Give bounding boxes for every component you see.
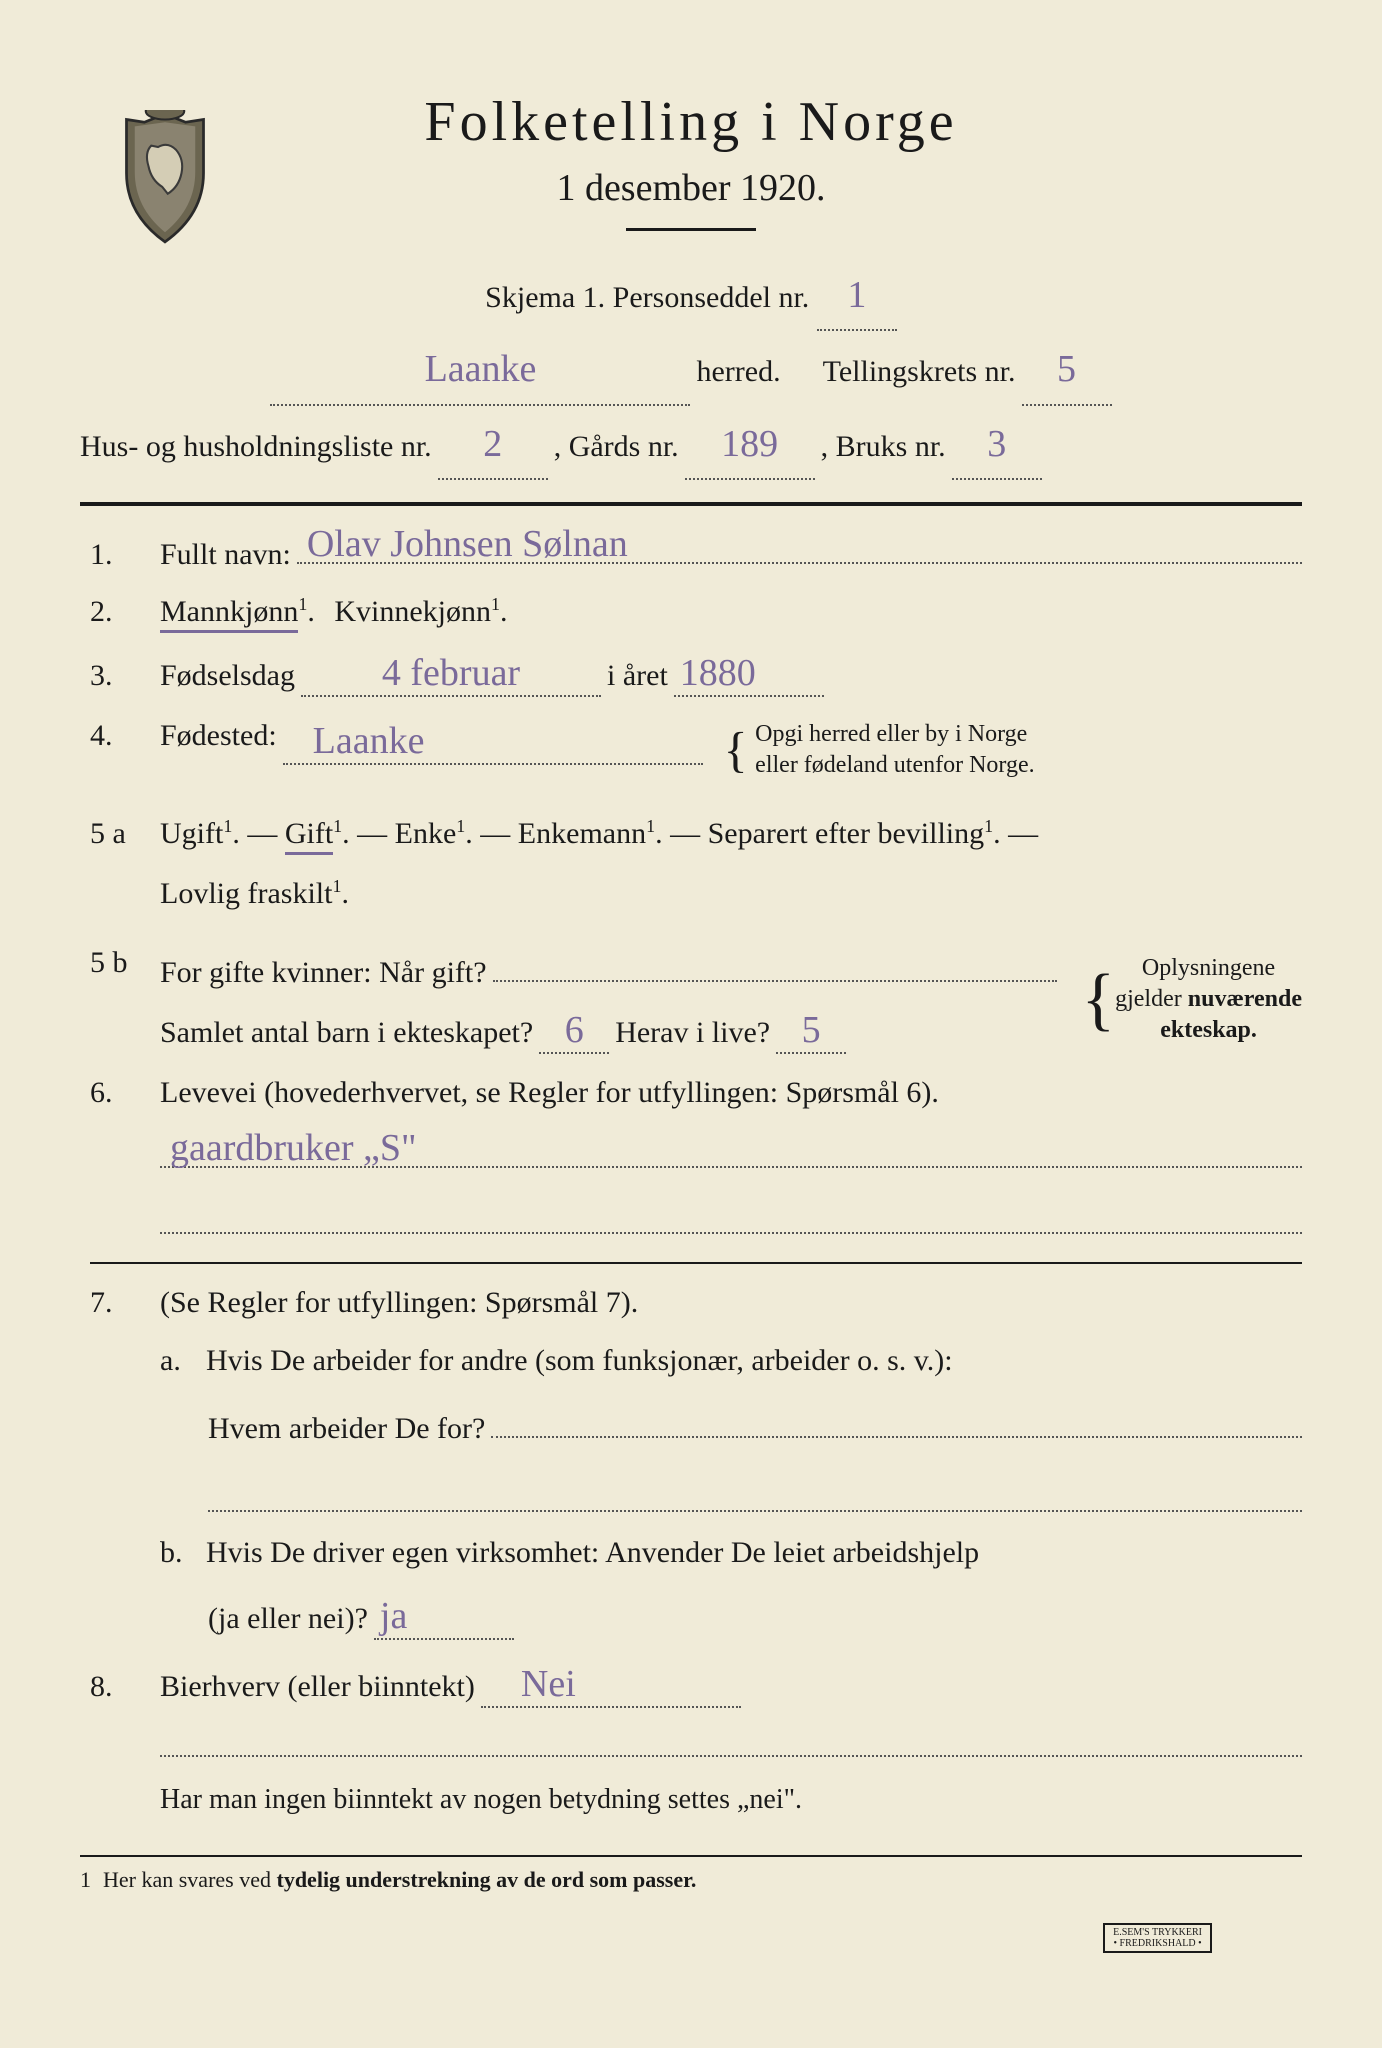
q3: 3. Fødselsdag 4 februar i året 1880 [90, 651, 1302, 697]
q7b-l2: (ja eller nei)? [208, 1602, 368, 1636]
q5b-live: 5 [802, 1009, 821, 1051]
q3-day: 4 februar [382, 652, 520, 694]
husliste-label: Hus- og husholdningsliste nr. [80, 420, 432, 474]
footnote-rule [80, 1855, 1302, 1857]
census-form-page: Folketelling i Norge 1 desember 1920. Sk… [80, 90, 1302, 2018]
herred-value: Laanke [425, 348, 537, 390]
questions: 1. Fullt navn: Olav Johnsen Sølnan 2. Ma… [80, 528, 1302, 1825]
q5a-enkemann: Enkemann [518, 817, 646, 850]
page-title: Folketelling i Norge [80, 90, 1302, 154]
q7-num: 7. [90, 1286, 142, 1320]
q1: 1. Fullt navn: Olav Johnsen Sølnan [90, 528, 1302, 572]
q7b-num: b. [160, 1536, 200, 1570]
q3-year: 1880 [680, 652, 756, 694]
q8-label: Bierhverv (eller biinntekt) [160, 1670, 475, 1704]
printer-l1: E.SEM'S TRYKKERI [1113, 1927, 1202, 1938]
q8-num: 8. [90, 1670, 142, 1704]
q5a-separert: Separert efter bevilling [708, 817, 985, 850]
q4-label: Fødested: [160, 719, 277, 753]
q6-value: gaardbruker „S" [170, 1126, 417, 1170]
divider [90, 1262, 1302, 1264]
q8-value: Nei [521, 1663, 576, 1705]
skjema-label: Skjema 1. Personseddel nr. [485, 281, 809, 314]
q5a-ugift: Ugift [160, 817, 223, 850]
bruks-nr: 3 [987, 423, 1006, 465]
footnote-text: Her kan svares ved tydelig understreknin… [103, 1867, 696, 1893]
q5b-num: 5 b [90, 946, 142, 980]
q1-value: Olav Johnsen Sølnan [307, 522, 628, 566]
q7b-l1: Hvis De driver egen virksomhet: Anvender… [206, 1536, 979, 1570]
q2-num: 2. [90, 595, 142, 629]
q4-note1: Opgi herred eller by i Norge [755, 719, 1034, 750]
top-fields: Skjema 1. Personseddel nr. 1 Laanke herr… [80, 261, 1302, 480]
q2-kvinne: Kvinnekjønn [334, 595, 491, 628]
q7a-num: a. [160, 1344, 200, 1378]
q7-label: (Se Regler for utfyllingen: Spørsmål 7). [160, 1286, 1302, 1320]
coat-of-arms-icon [110, 110, 220, 250]
q5b-note1: Oplysningene [1115, 953, 1302, 984]
brace-icon: { [1082, 982, 1116, 1017]
q3-num: 3. [90, 659, 142, 693]
q7a-l1: Hvis De arbeider for andre (som funksjon… [206, 1344, 953, 1378]
q5b-label2: Samlet antal barn i ekteskapet? [160, 1016, 533, 1050]
header: Folketelling i Norge 1 desember 1920. [80, 90, 1302, 231]
q1-num: 1. [90, 538, 142, 572]
q5a-gift: Gift [285, 817, 333, 855]
herred-label: herred. [696, 345, 780, 399]
footnote: 1 Her kan svares ved tydelig understrekn… [80, 1867, 1302, 1893]
q5a: 5 a Ugift1. — Gift1. — Enke1. — Enkemann… [90, 804, 1302, 924]
footnote-num: 1 [80, 1867, 91, 1893]
divider [80, 502, 1302, 506]
q8: 8. Bierhverv (eller biinntekt) Nei [90, 1662, 1302, 1708]
q5a-fraskilt: Lovlig fraskilt [160, 877, 332, 910]
q5b-label1: For gifte kvinner: Når gift? [160, 956, 487, 990]
q5b-barn: 6 [565, 1009, 584, 1051]
personseddel-nr: 1 [847, 274, 866, 316]
q5b-note3: ekteskap. [1115, 1015, 1302, 1046]
q2-mann: Mannkjønn [160, 595, 298, 633]
gaards-nr: 189 [721, 423, 778, 465]
printer-l2: • FREDRIKSHALD • [1113, 1938, 1202, 1949]
q7b-value: ja [380, 1595, 407, 1637]
q5b-label3: Herav i live? [615, 1016, 770, 1050]
q7a-l2: Hvem arbeider De for? [208, 1412, 485, 1446]
q6-num: 6. [90, 1076, 142, 1110]
q3-label: Fødselsdag [160, 659, 295, 693]
q5a-enke: Enke [395, 817, 457, 850]
q4: 4. Fødested: Laanke { Opgi herred eller … [90, 719, 1302, 781]
q4-num: 4. [90, 719, 142, 753]
q6-label: Levevei (hovederhvervet, se Regler for u… [160, 1076, 1302, 1110]
q5a-num: 5 a [90, 817, 142, 851]
brace-icon: { [724, 722, 748, 778]
header-rule [626, 228, 756, 231]
footer-instruction: Har man ingen biinntekt av nogen betydni… [90, 1775, 1302, 1825]
q3-year-label: i året [607, 659, 668, 693]
q6: 6. Levevei (hovederhvervet, se Regler fo… [90, 1076, 1302, 1234]
husliste-nr: 2 [483, 423, 502, 465]
q2: 2. Mannkjønn1. Kvinnekjønn1. [90, 594, 1302, 629]
page-subtitle: 1 desember 1920. [80, 166, 1302, 210]
tellingskrets-nr: 5 [1057, 348, 1076, 390]
q1-label: Fullt navn: [160, 538, 291, 572]
gaards-label: , Gårds nr. [554, 420, 679, 474]
printer-mark: E.SEM'S TRYKKERI • FREDRIKSHALD • [1103, 1923, 1212, 1953]
q4-note2: eller fødeland utenfor Norge. [755, 750, 1034, 781]
bruks-label: , Bruks nr. [821, 420, 946, 474]
q5b-note2: gjelder nuværende [1115, 984, 1302, 1015]
q5b: 5 b For gifte kvinner: Når gift? Samlet … [90, 946, 1302, 1054]
q7: 7. (Se Regler for utfyllingen: Spørsmål … [90, 1286, 1302, 1640]
q4-value: Laanke [313, 720, 425, 762]
tellingskrets-label: Tellingskrets nr. [823, 345, 1016, 399]
